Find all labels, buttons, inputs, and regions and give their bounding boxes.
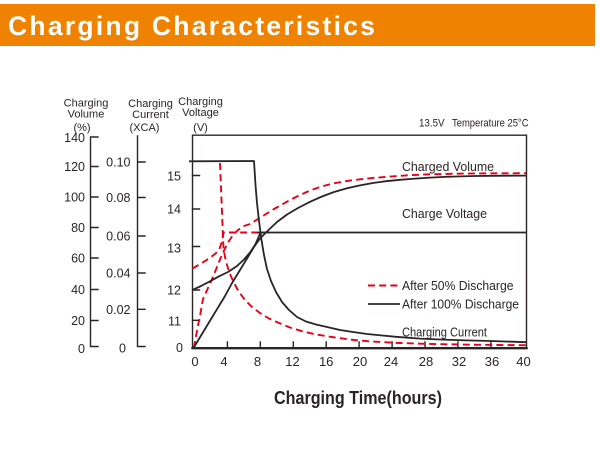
svg-text:4: 4 — [220, 354, 227, 369]
svg-text:Voltage: Voltage — [182, 107, 219, 119]
svg-text:120: 120 — [64, 160, 85, 174]
svg-text:(XCA): (XCA) — [130, 122, 160, 134]
svg-text:14: 14 — [167, 203, 181, 217]
svg-text:16: 16 — [319, 354, 333, 369]
svg-text:13: 13 — [167, 242, 181, 256]
svg-text:(%): (%) — [73, 122, 90, 134]
svg-text:28: 28 — [419, 354, 433, 369]
svg-text:20: 20 — [353, 354, 367, 369]
svg-text:Charging Time(hours): Charging Time(hours) — [274, 388, 442, 408]
svg-text:36: 36 — [485, 354, 499, 369]
svg-text:100: 100 — [64, 191, 85, 205]
svg-text:Volume: Volume — [68, 109, 105, 121]
svg-text:0.04: 0.04 — [106, 267, 130, 281]
svg-text:0: 0 — [78, 342, 85, 356]
svg-text:Charging: Charging — [128, 98, 173, 110]
svg-text:11: 11 — [168, 315, 181, 329]
svg-text:24: 24 — [384, 354, 398, 369]
svg-text:12: 12 — [167, 284, 181, 298]
svg-text:Charging: Charging — [178, 96, 223, 108]
svg-text:0.10: 0.10 — [106, 156, 130, 170]
svg-text:Charging: Charging — [64, 98, 109, 110]
svg-text:0: 0 — [176, 341, 183, 355]
svg-text:13.5V: 13.5V — [419, 118, 445, 130]
svg-text:40: 40 — [516, 354, 530, 369]
svg-text:Current: Current — [132, 109, 169, 121]
svg-text:0.02: 0.02 — [106, 303, 130, 317]
svg-text:20: 20 — [71, 314, 85, 328]
svg-text:32: 32 — [452, 354, 466, 369]
svg-text:0: 0 — [191, 354, 198, 369]
svg-text:0: 0 — [119, 342, 126, 356]
svg-text:40: 40 — [71, 283, 85, 297]
svg-text:Temperature 25°C: Temperature 25°C — [452, 118, 529, 130]
svg-text:Charged Volume: Charged Volume — [402, 159, 494, 174]
svg-text:60: 60 — [71, 252, 85, 266]
svg-text:Charge Voltage: Charge Voltage — [402, 206, 487, 221]
svg-text:140: 140 — [64, 131, 85, 145]
svg-text:8: 8 — [254, 354, 261, 369]
svg-text:0.06: 0.06 — [106, 230, 130, 244]
svg-text:15: 15 — [167, 170, 181, 184]
svg-text:(V): (V) — [193, 122, 208, 134]
svg-text:After 50% Discharge: After 50% Discharge — [402, 278, 514, 293]
svg-text:Charging Current: Charging Current — [402, 325, 487, 340]
svg-text:80: 80 — [71, 221, 85, 235]
svg-text:After 100% Discharge: After 100% Discharge — [402, 297, 519, 312]
svg-text:0.08: 0.08 — [106, 191, 130, 205]
svg-text:12: 12 — [285, 354, 299, 369]
